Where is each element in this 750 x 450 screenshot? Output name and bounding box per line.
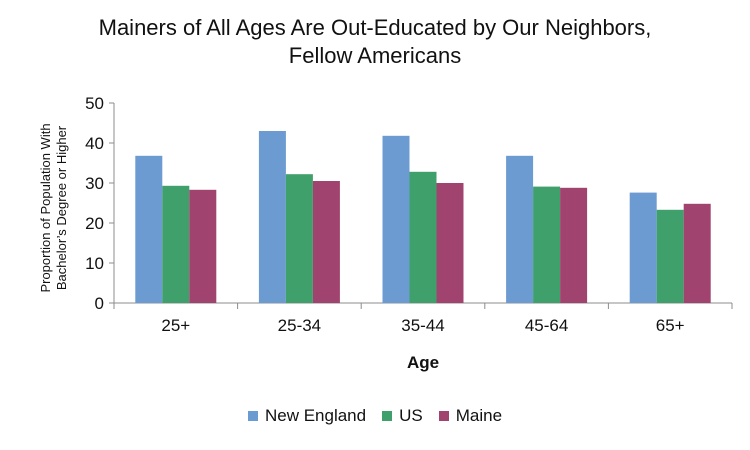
bar [683, 203, 711, 303]
bar [285, 174, 313, 303]
y-tick-label: 20 [85, 214, 104, 233]
x-tick-label: 65+ [656, 316, 685, 335]
bar [189, 189, 217, 303]
y-axis-title-line: Proportion of Population With [38, 123, 53, 292]
bar [312, 181, 340, 303]
legend-swatch [438, 411, 449, 421]
chart-legend: New England US Maine [0, 406, 750, 426]
legend-label: Maine [455, 406, 503, 425]
legend-item: Maine [438, 406, 503, 426]
chart-title-line-1: Mainers of All Ages Are Out-Educated by … [98, 15, 652, 40]
bar [409, 171, 437, 303]
y-tick-label: 10 [85, 254, 104, 273]
bar [382, 135, 410, 303]
x-tick-label: 35-44 [401, 316, 444, 335]
y-tick-label: 0 [95, 294, 104, 313]
bar-chart: 0 10 20 30 40 50 25+ 25-34 35-44 45-64 65+ Age Propo… [38, 94, 733, 372]
x-tick-label: 25+ [161, 316, 190, 335]
y-tick-label: 50 [85, 94, 104, 113]
bar [258, 131, 286, 303]
bar [656, 209, 684, 303]
chart-title-line-2: Fellow Americans [288, 43, 462, 68]
legend-label: US [399, 406, 423, 425]
y-tick-label: 40 [85, 134, 104, 153]
x-tick-label: 25-34 [278, 316, 321, 335]
bar [135, 155, 163, 303]
y-axis-title-line: Bachelor’s Degree or Higher [54, 125, 69, 290]
chart-title: Mainers of All Ages Are Out-Educated by … [0, 14, 750, 70]
bar [162, 185, 190, 303]
bar [629, 192, 657, 303]
x-axis-title: Age [407, 353, 439, 372]
legend-item: US [382, 406, 423, 426]
bar [436, 183, 464, 303]
x-tick-label: 45-64 [525, 316, 568, 335]
legend-swatch [382, 411, 393, 421]
legend-swatch [247, 411, 258, 421]
legend-item: New England [247, 406, 367, 426]
bar [533, 186, 561, 303]
legend-label: New England [264, 406, 367, 425]
bar [560, 187, 588, 303]
y-tick-label: 30 [85, 174, 104, 193]
bar [506, 155, 534, 303]
